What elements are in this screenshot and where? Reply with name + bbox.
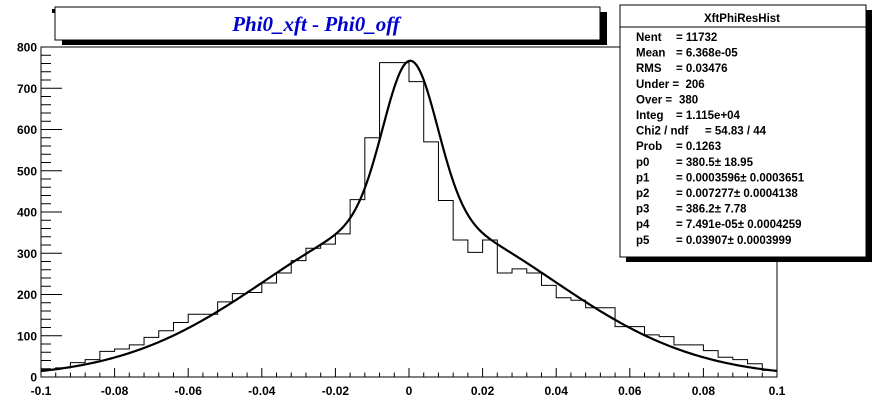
stats-value: = 1.115e+04 [676,110,741,122]
stats-name: XftPhiResHist [704,13,780,25]
y-tick-label: 100 [17,329,37,343]
y-tick-label: 600 [17,123,37,137]
stats-label: Nent [636,32,662,44]
fit-curve [40,59,778,373]
title-frame [54,6,601,41]
stats-value: = 380.5± 18.95 [676,157,754,169]
x-tick-label: 0.02 [471,384,495,398]
stats-label: p0 [636,157,649,169]
stats-label: p2 [636,188,649,200]
stats-label: Mean [636,48,665,60]
stats-value: = 0.03907± 0.0003999 [676,235,791,247]
stats-label: Integ [636,110,663,122]
x-tick-label: -0.04 [248,384,276,398]
stats-value: = 11732 [676,32,717,44]
x-tick-label: -0.06 [175,384,203,398]
x-tick-label: -0.1 [31,384,52,398]
stats-label: Under = [636,79,679,91]
y-tick-label: 700 [17,82,37,96]
stats-label: p1 [636,172,650,184]
stats-label: Over = [636,94,672,106]
y-tick-label: 800 [17,41,37,55]
x-tick-label: 0 [406,384,413,398]
stats-value: = 0.007277± 0.0004138 [676,188,798,200]
stats-label: p3 [636,204,649,216]
stats-label: Prob [636,141,662,153]
histogram-outline [40,62,778,377]
x-tick-label: 0.08 [692,384,716,398]
title-box: Phi0_xft - Phi0_off [52,6,607,45]
y-tick-label: 500 [17,164,37,178]
stats-value: = 0.1263 [676,141,721,153]
chart-title: Phi0_xft - Phi0_off [231,12,402,36]
x-tick-label: 0.04 [545,384,569,398]
y-tick-label: 300 [17,247,37,261]
x-tick-label: 0.06 [618,384,642,398]
x-tick-label: -0.02 [322,384,350,398]
stats-label: Chi2 / ndf [636,126,689,138]
stats-value: = 0.03476 [676,63,727,75]
stats-box: XftPhiResHist Nent = 11732 Mean = 6.368e-05… [619,4,872,262]
stats-value: 380 [679,94,698,106]
x-tick-label: -0.08 [101,384,129,398]
stats-value: = 386.2± 7.78 [676,204,747,216]
stats-value: = 6.368e-05 [676,48,738,60]
stats-label: p5 [636,235,650,247]
stats-value: 206 [686,79,705,91]
x-axis: -0.1 -0.08 -0.06 -0.04 -0.02 0 0.02 0.04 0.06 0.0… [31,368,786,398]
stats-value: = 54.83 / 44 [705,126,767,138]
stats-rows: Nent = 11732 Mean = 6.368e-05 RMS = 0.03476 Un… [636,32,805,247]
stats-label: RMS [636,63,662,75]
stats-value: = 0.0003596± 0.0003651 [676,172,805,184]
y-tick-label: 200 [17,288,37,302]
stats-label: p4 [636,219,650,231]
y-axis: 0 100 200 300 400 500 600 700 800 [17,41,62,385]
x-tick-label: 0.1 [769,384,786,398]
stats-frame [619,4,867,258]
stats-value: = 7.491e-05± 0.0004259 [676,219,802,231]
y-tick-label: 400 [17,206,37,220]
y-tick-label: 0 [30,371,37,385]
